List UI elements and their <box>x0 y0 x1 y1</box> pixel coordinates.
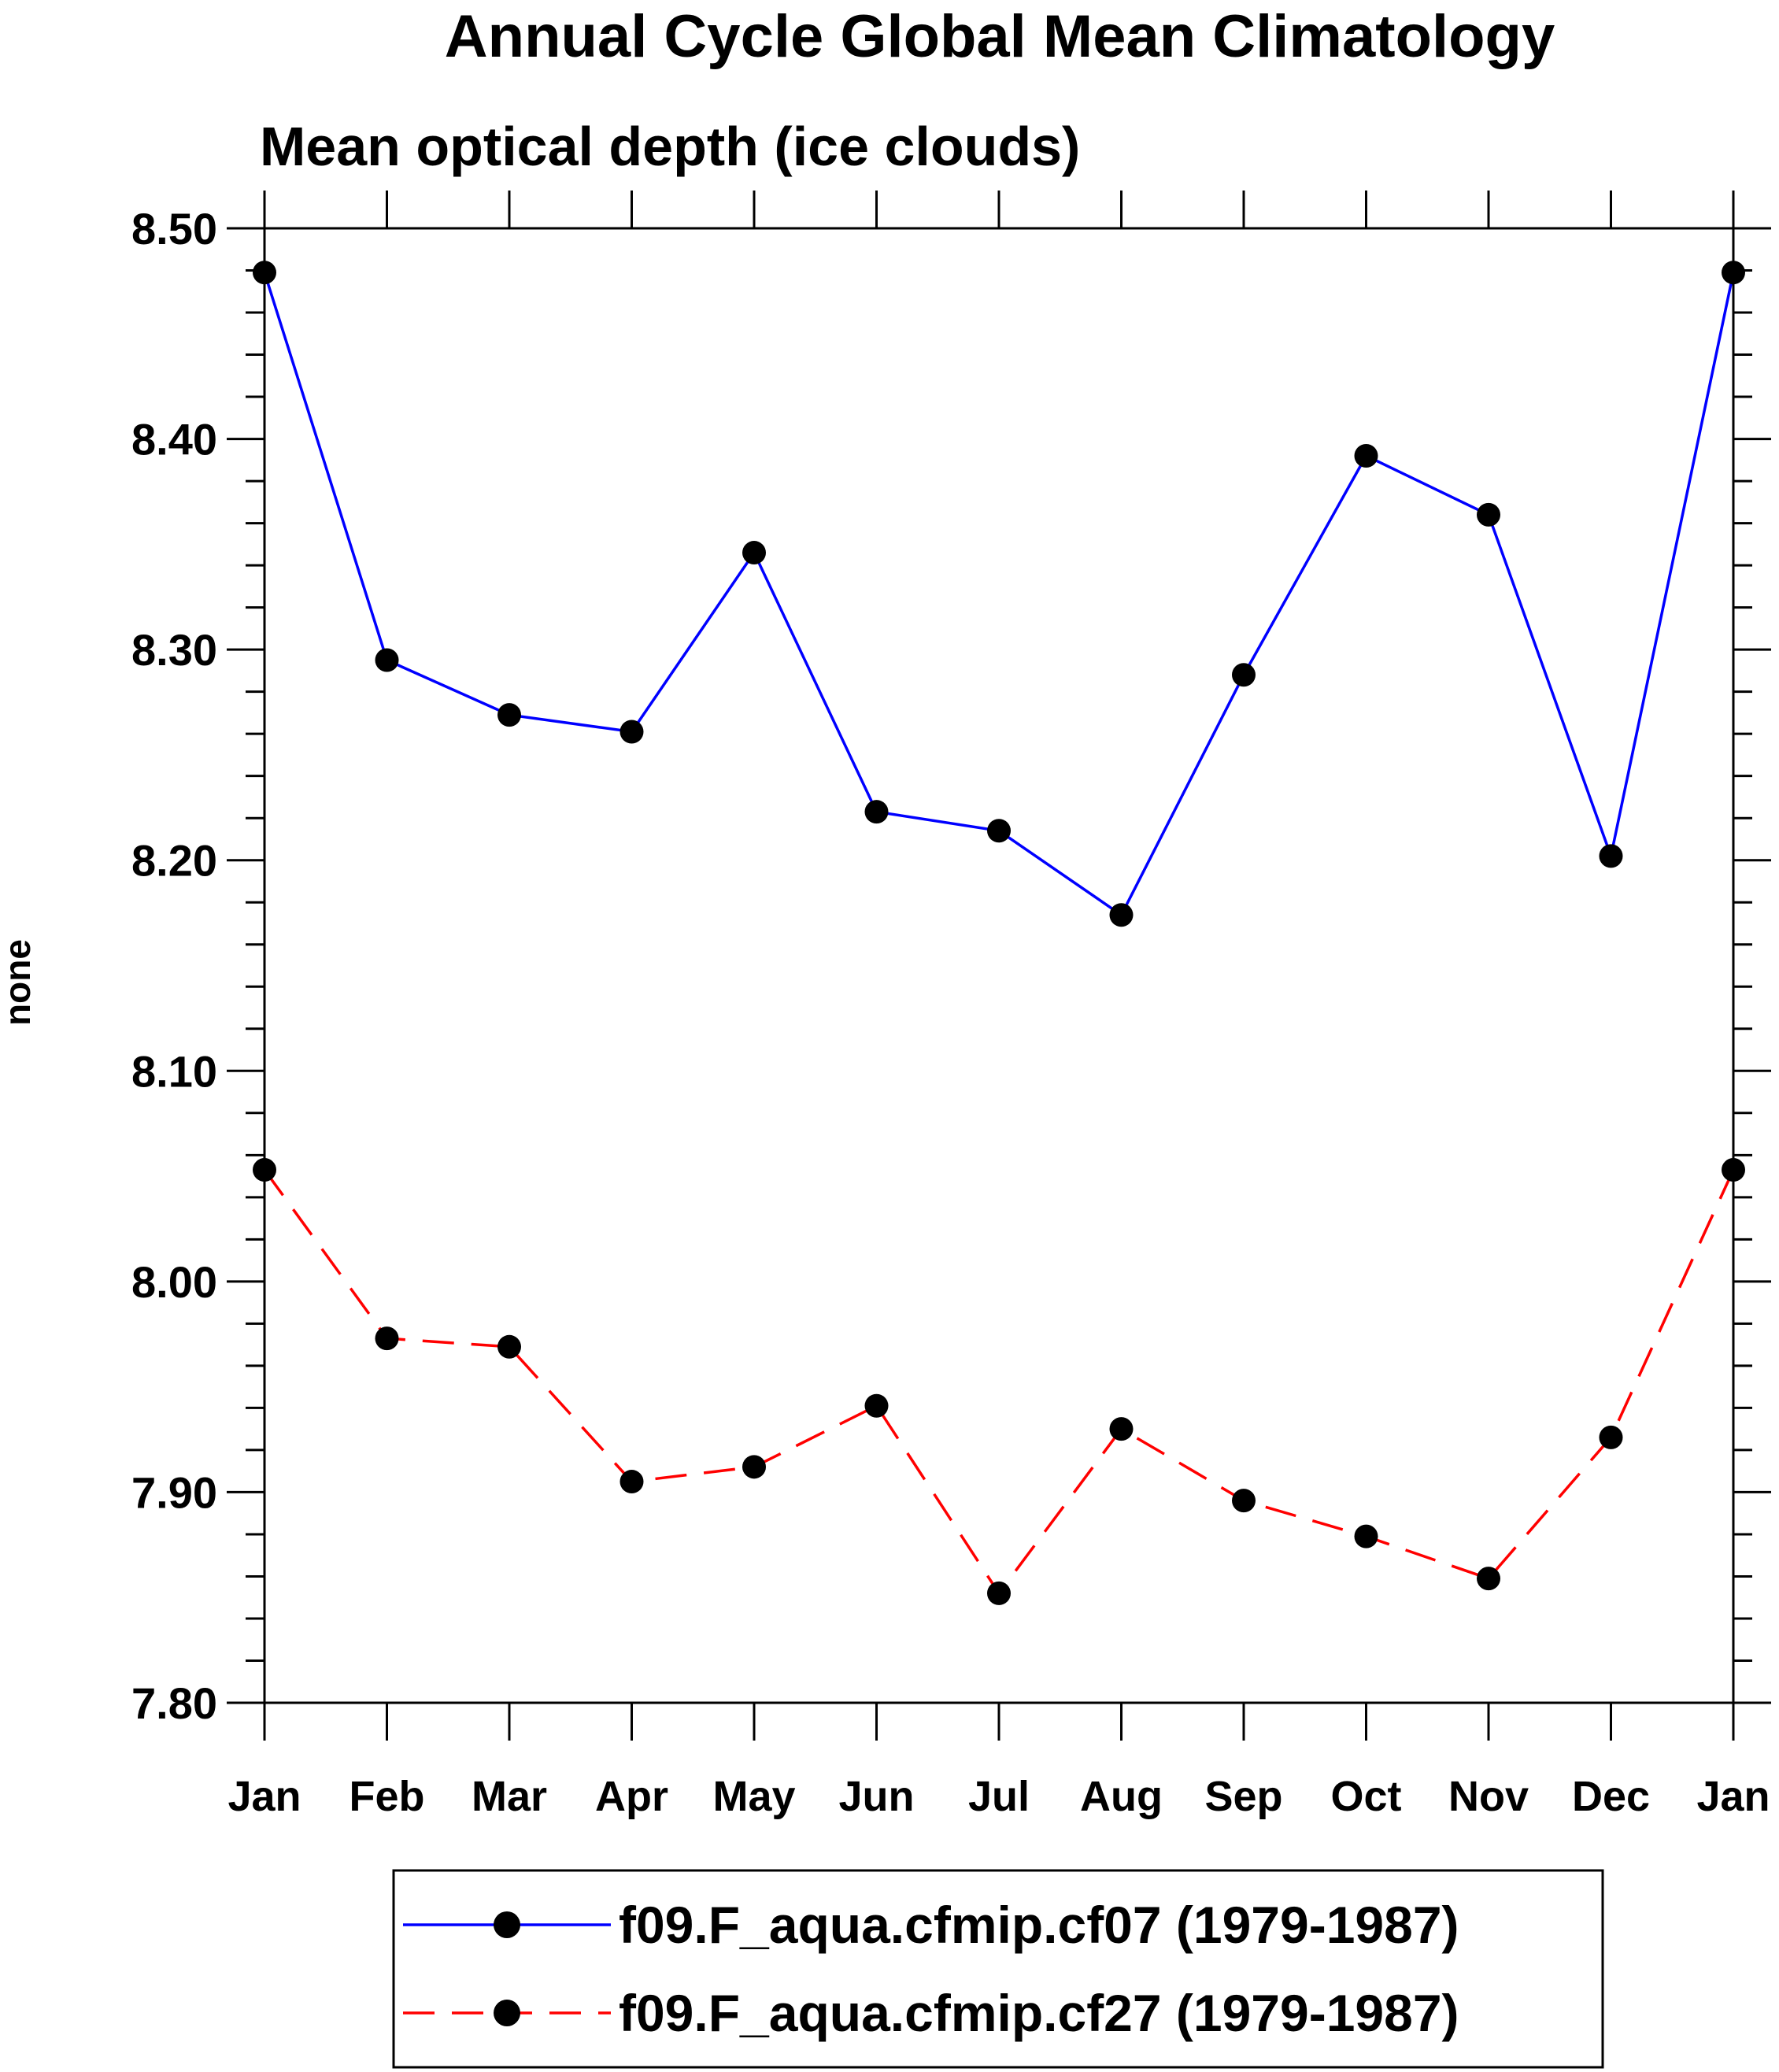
data-point <box>987 1581 1011 1605</box>
x-tick-label: Aug <box>1080 1773 1163 1820</box>
data-point <box>1232 1489 1256 1513</box>
data-point <box>864 1393 889 1418</box>
y-tick-label: 8.00 <box>131 1257 217 1307</box>
legend-label-series-1: f09.F_aqua.cfmip.cf07 (1979-1987) <box>619 1896 1459 1954</box>
chart-title: Annual Cycle Global Mean Climatology <box>445 3 1555 70</box>
data-point <box>1599 1425 1623 1449</box>
x-tick-label: Jun <box>838 1773 914 1820</box>
data-point <box>1722 1158 1745 1182</box>
data-point <box>375 1326 399 1351</box>
x-tick-label: Sep <box>1204 1773 1282 1820</box>
legend-marker-series-1 <box>494 1911 520 1938</box>
data-point <box>620 1470 644 1494</box>
x-tick-label: Apr <box>595 1773 668 1820</box>
data-point <box>253 1158 276 1182</box>
series-2 <box>253 1158 1745 1605</box>
data-point <box>1109 1417 1134 1441</box>
data-point <box>1232 663 1256 687</box>
data-point <box>620 720 644 744</box>
data-point <box>1599 844 1623 868</box>
data-point <box>253 261 276 285</box>
x-axis-ticks: Jan Feb Mar Apr May Jun Jul Aug Sep Oct Nov Dec Jan <box>227 191 1770 1820</box>
x-tick-label: Jan <box>1696 1773 1770 1820</box>
y-tick-label: 8.10 <box>131 1046 217 1096</box>
data-point <box>1477 1567 1500 1591</box>
y-axis-label: none <box>0 939 38 1026</box>
data-point <box>742 1455 766 1479</box>
x-tick-label: Jan <box>227 1773 301 1820</box>
x-tick-label: Mar <box>472 1773 547 1820</box>
x-tick-label: May <box>712 1773 795 1820</box>
legend-label-series-2: f09.F_aqua.cfmip.cf27 (1979-1987) <box>619 1984 1459 2042</box>
plot-area-border <box>263 227 1735 1704</box>
y-tick-label: 8.30 <box>131 625 217 675</box>
chart-subtitle: Mean optical depth (ice clouds) <box>260 116 1080 177</box>
data-point <box>497 1334 521 1359</box>
x-tick-label: Dec <box>1572 1773 1650 1820</box>
data-point <box>987 819 1011 843</box>
y-tick-label: 8.40 <box>131 415 217 464</box>
legend: f09.F_aqua.cfmip.cf07 (1979-1987) f09.F_… <box>392 1869 1604 2069</box>
y-tick-label: 8.50 <box>131 204 217 253</box>
x-tick-label: Nov <box>1448 1773 1529 1820</box>
legend-box <box>392 1869 1604 2069</box>
series-line-1 <box>263 272 1735 917</box>
y-axis-ticks: 7.80 7.90 8.00 8.10 8.20 8.30 8.40 8.50 <box>131 204 1771 1728</box>
series-1 <box>253 261 1745 927</box>
x-tick-label: Oct <box>1330 1773 1401 1820</box>
y-tick-label: 7.80 <box>131 1678 217 1728</box>
plot-frame <box>263 227 1735 1704</box>
y-tick-label: 8.20 <box>131 836 217 886</box>
data-point <box>375 648 399 672</box>
data-point <box>1477 502 1500 527</box>
x-tick-label: Feb <box>349 1773 424 1820</box>
data-point <box>497 703 521 727</box>
series-line-2 <box>263 1169 1735 1596</box>
series-layer <box>253 261 1745 1605</box>
data-point <box>864 800 889 824</box>
data-point <box>1722 261 1745 285</box>
data-point <box>742 541 766 565</box>
x-tick-label: Jul <box>968 1773 1030 1820</box>
data-point <box>1354 443 1378 468</box>
y-tick-label: 7.90 <box>131 1467 217 1517</box>
data-point <box>1354 1524 1378 1548</box>
legend-marker-series-2 <box>494 2000 520 2026</box>
data-point <box>1109 903 1134 927</box>
